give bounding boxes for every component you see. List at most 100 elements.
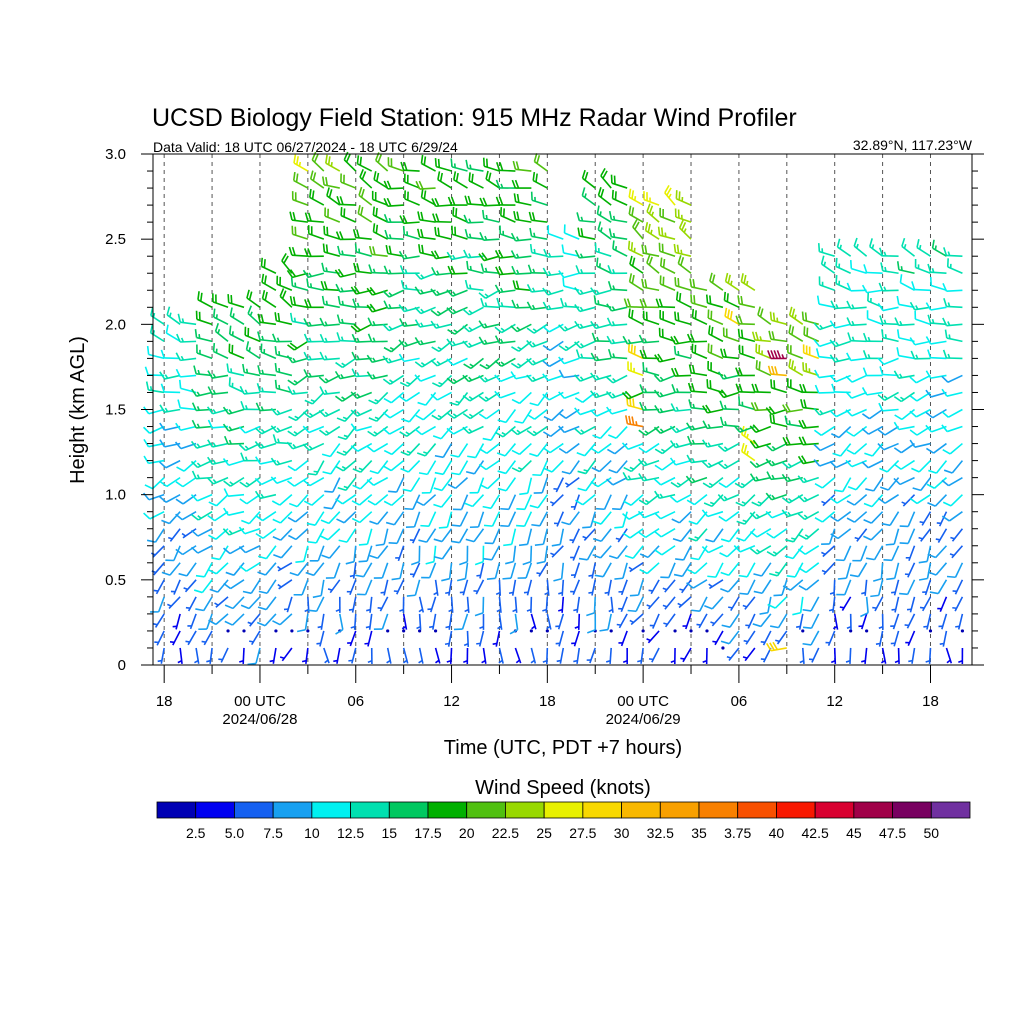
wind-barb bbox=[277, 562, 293, 572]
wind-barb bbox=[861, 459, 883, 469]
wind-barb bbox=[660, 562, 676, 579]
wind-barb bbox=[321, 295, 340, 309]
wind-barb bbox=[927, 349, 947, 360]
wind-barb bbox=[914, 310, 931, 326]
wind-barb bbox=[260, 343, 277, 360]
wind-barb bbox=[738, 396, 756, 411]
wind-barb bbox=[371, 190, 388, 206]
wind-barb bbox=[941, 511, 963, 522]
wind-barb bbox=[637, 458, 660, 467]
wind-barb bbox=[386, 629, 390, 633]
x-tick-label: 06 bbox=[347, 693, 364, 710]
wind-barb bbox=[846, 317, 867, 327]
wind-barb bbox=[494, 284, 516, 294]
wind-barb bbox=[238, 526, 261, 535]
wind-barb bbox=[511, 460, 532, 473]
wind-barb bbox=[558, 579, 565, 596]
wind-barb bbox=[638, 334, 660, 344]
wind-barb bbox=[337, 295, 356, 309]
wind-barb bbox=[717, 459, 740, 470]
wind-barb bbox=[607, 348, 628, 360]
wind-barb bbox=[399, 265, 420, 275]
wind-barb bbox=[829, 354, 851, 363]
wind-barb bbox=[739, 579, 756, 596]
wind-barb bbox=[214, 596, 229, 608]
wind-barb bbox=[721, 646, 725, 650]
wind-barb bbox=[340, 173, 357, 189]
wind-barb bbox=[846, 511, 868, 523]
wind-barb bbox=[222, 545, 245, 555]
wind-barb bbox=[649, 613, 660, 629]
wind-barb bbox=[293, 579, 309, 596]
wind-barb bbox=[707, 343, 724, 360]
wind-barb bbox=[781, 493, 804, 504]
wind-barb bbox=[274, 312, 293, 326]
colorbar-swatch bbox=[311, 801, 351, 819]
wind-barb bbox=[860, 596, 869, 618]
wind-barb bbox=[321, 176, 340, 189]
wind-barb bbox=[209, 579, 229, 593]
wind-barb bbox=[447, 265, 468, 275]
wind-barb bbox=[409, 562, 421, 578]
wind-barb bbox=[608, 596, 614, 613]
wind-barb bbox=[256, 383, 276, 394]
wind-barb bbox=[170, 579, 181, 595]
wind-barb bbox=[528, 211, 548, 223]
colorbar-label: 5.0 bbox=[225, 825, 245, 841]
colorbar: 2.5 5.0 7.5 10 12.5 15 17.5 20 22.5 25 27.5 30 32.5 3… bbox=[156, 801, 971, 841]
wind-barb bbox=[383, 442, 405, 456]
wind-barb bbox=[165, 324, 181, 343]
wind-barb bbox=[177, 313, 197, 326]
wind-barb bbox=[459, 545, 469, 566]
wind-barb bbox=[846, 425, 868, 437]
wind-barb bbox=[291, 225, 309, 240]
wind-barb bbox=[416, 613, 422, 630]
wind-barb bbox=[289, 211, 308, 223]
wind-barb bbox=[616, 613, 628, 629]
wind-barb bbox=[941, 408, 963, 418]
wind-barb bbox=[639, 401, 660, 411]
wind-barb bbox=[373, 562, 389, 579]
wind-barb bbox=[377, 596, 389, 612]
wind-barb bbox=[304, 299, 324, 309]
wind-barb bbox=[446, 251, 468, 261]
wind-barb bbox=[350, 423, 372, 432]
wind-barb bbox=[190, 528, 213, 537]
wind-barb bbox=[159, 371, 181, 380]
wind-barb bbox=[145, 381, 165, 394]
wind-barb bbox=[878, 613, 884, 630]
wind-barb bbox=[333, 647, 341, 664]
wind-barb bbox=[542, 301, 564, 311]
wind-barb bbox=[558, 425, 580, 434]
wind-barb bbox=[766, 641, 787, 652]
wind-barb bbox=[334, 268, 356, 278]
wind-barb bbox=[846, 613, 852, 630]
wind-barb bbox=[211, 545, 229, 561]
wind-barb bbox=[159, 476, 181, 488]
wind-barb bbox=[765, 442, 788, 452]
wind-barb bbox=[303, 248, 324, 258]
wind-barb bbox=[682, 613, 692, 630]
wind-barb bbox=[350, 613, 357, 630]
wind-barb bbox=[832, 443, 852, 457]
wind-barb bbox=[622, 647, 628, 664]
wind-barb bbox=[393, 579, 405, 595]
wind-barb bbox=[399, 215, 420, 225]
wind-barb bbox=[883, 545, 900, 562]
wind-barb bbox=[482, 426, 501, 441]
wind-barb bbox=[271, 494, 293, 506]
wind-barb bbox=[479, 477, 500, 490]
wind-barb bbox=[751, 383, 771, 394]
wind-barb bbox=[863, 528, 884, 541]
wind-barb bbox=[474, 545, 485, 566]
wind-barb bbox=[143, 406, 165, 415]
wind-barb bbox=[925, 647, 932, 664]
wind-barb bbox=[899, 274, 915, 291]
wind-barb bbox=[935, 528, 948, 543]
wind-barb bbox=[463, 630, 470, 647]
wind-barb bbox=[500, 511, 517, 528]
wind-barb bbox=[845, 408, 867, 417]
wind-barb bbox=[529, 494, 548, 509]
y-tick-label: 3.0 bbox=[105, 146, 126, 163]
wind-barb bbox=[526, 596, 533, 613]
